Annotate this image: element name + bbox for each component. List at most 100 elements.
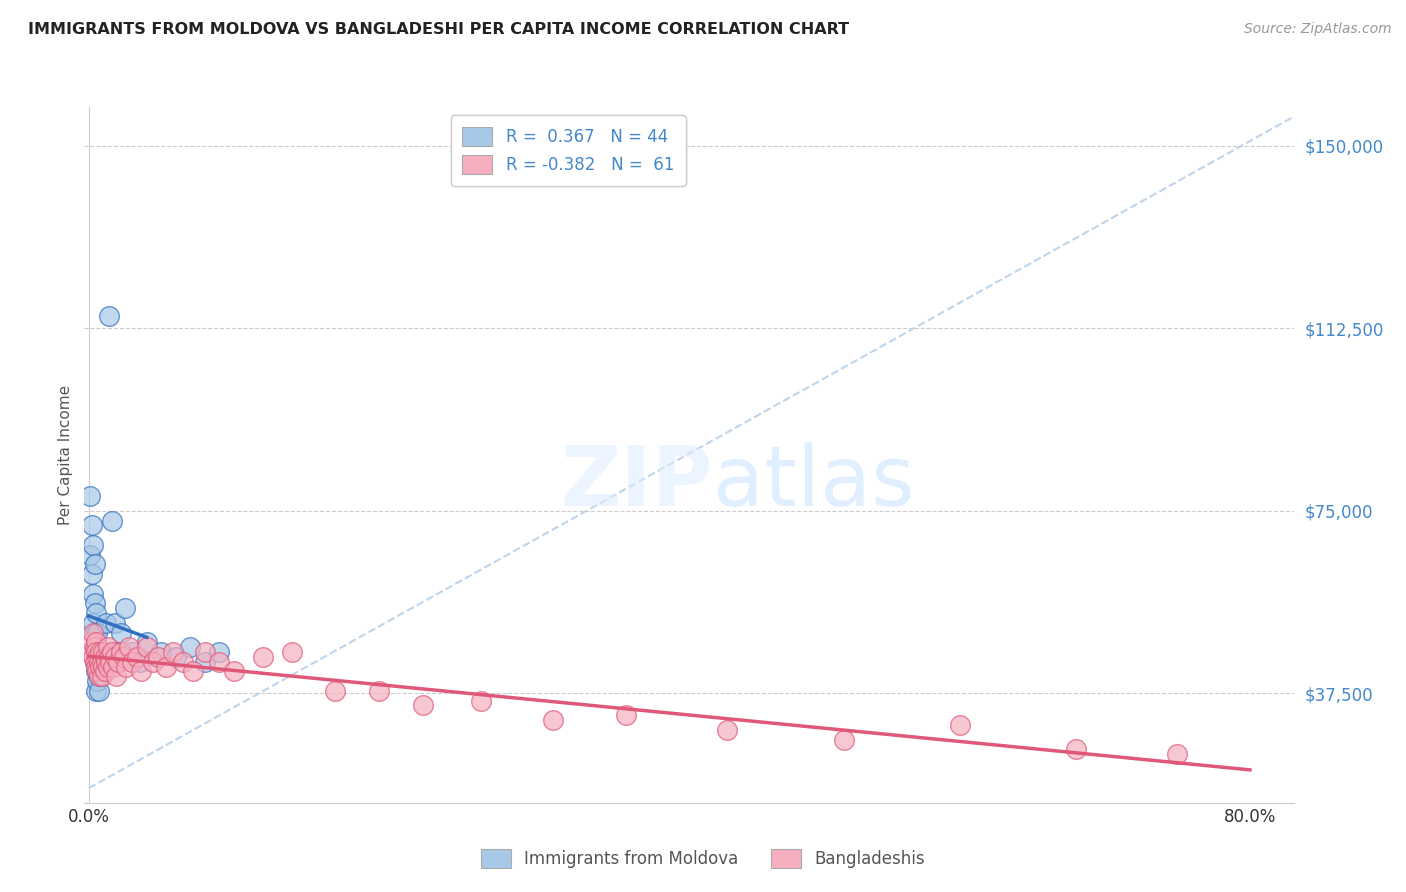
Point: [82, 586, 104, 600]
Point: [98, 310, 121, 324]
Point: [105, 669, 128, 683]
Point: [101, 645, 124, 659]
Point: [83, 625, 105, 640]
Point: [84, 655, 107, 669]
Point: [89, 659, 111, 673]
Point: [89, 669, 111, 683]
Point: [142, 655, 165, 669]
Point: [79, 645, 101, 659]
Point: [103, 659, 125, 673]
Point: [84, 665, 107, 679]
Point: [716, 723, 738, 737]
Point: [114, 601, 136, 615]
Legend: Immigrants from Moldova, Bangladeshis: Immigrants from Moldova, Bangladeshis: [474, 842, 932, 875]
Point: [79, 489, 101, 503]
Point: [94, 655, 117, 669]
Point: [93, 665, 115, 679]
Point: [281, 645, 304, 659]
Point: [87, 684, 110, 698]
Point: [208, 655, 231, 669]
Point: [90, 655, 112, 669]
Point: [148, 649, 170, 664]
Point: [93, 649, 115, 664]
Point: [125, 649, 148, 664]
Point: [86, 649, 108, 664]
Point: [179, 640, 201, 654]
Point: [97, 640, 120, 654]
Point: [89, 655, 111, 669]
Point: [79, 548, 101, 562]
Point: [80, 567, 103, 582]
Point: [90, 669, 112, 683]
Point: [84, 659, 107, 673]
Point: [614, 708, 637, 723]
Point: [194, 645, 217, 659]
Point: [83, 655, 105, 669]
Point: [162, 645, 184, 659]
Point: [87, 669, 110, 683]
Point: [84, 645, 107, 659]
Point: [86, 665, 108, 679]
Point: [91, 659, 114, 673]
Point: [83, 655, 105, 669]
Point: [83, 596, 105, 610]
Point: [208, 645, 231, 659]
Point: [412, 698, 434, 713]
Point: [112, 649, 135, 664]
Point: [118, 640, 141, 654]
Point: [101, 514, 124, 528]
Point: [80, 635, 103, 649]
Text: Source: ZipAtlas.com: Source: ZipAtlas.com: [1244, 22, 1392, 37]
Point: [252, 649, 274, 664]
Point: [150, 645, 173, 659]
Point: [110, 645, 132, 659]
Point: [115, 659, 138, 673]
Text: IMMIGRANTS FROM MOLDOVA VS BANGLADESHI PER CAPITA INCOME CORRELATION CHART: IMMIGRANTS FROM MOLDOVA VS BANGLADESHI P…: [28, 22, 849, 37]
Point: [368, 684, 391, 698]
Point: [1166, 747, 1188, 761]
Point: [222, 665, 245, 679]
Point: [98, 649, 121, 664]
Point: [104, 615, 127, 630]
Point: [100, 655, 122, 669]
Point: [91, 659, 114, 673]
Point: [181, 665, 204, 679]
Point: [90, 659, 112, 673]
Point: [97, 659, 120, 673]
Point: [83, 640, 105, 654]
Point: [194, 655, 217, 669]
Point: [91, 645, 114, 659]
Point: [84, 635, 107, 649]
Point: [87, 645, 110, 659]
Point: [128, 655, 150, 669]
Point: [135, 640, 157, 654]
Point: [155, 659, 177, 673]
Point: [82, 538, 104, 552]
Point: [135, 635, 157, 649]
Point: [83, 558, 105, 572]
Point: [86, 659, 108, 673]
Point: [325, 684, 347, 698]
Point: [129, 665, 152, 679]
Point: [84, 635, 107, 649]
Point: [110, 625, 132, 640]
Point: [1064, 742, 1087, 756]
Point: [82, 615, 104, 630]
Point: [82, 649, 104, 664]
Point: [87, 655, 110, 669]
Point: [165, 649, 187, 664]
Point: [121, 645, 143, 659]
Point: [87, 659, 110, 673]
Legend: R =  0.367   N = 44, R = -0.382   N =  61: R = 0.367 N = 44, R = -0.382 N = 61: [450, 115, 686, 186]
Point: [121, 655, 143, 669]
Point: [541, 713, 564, 727]
Y-axis label: Per Capita Income: Per Capita Income: [58, 384, 73, 525]
Point: [86, 645, 108, 659]
Point: [107, 645, 129, 659]
Point: [91, 645, 114, 659]
Point: [949, 718, 972, 732]
Point: [86, 625, 108, 640]
Point: [84, 606, 107, 620]
Point: [82, 625, 104, 640]
Point: [86, 674, 108, 689]
